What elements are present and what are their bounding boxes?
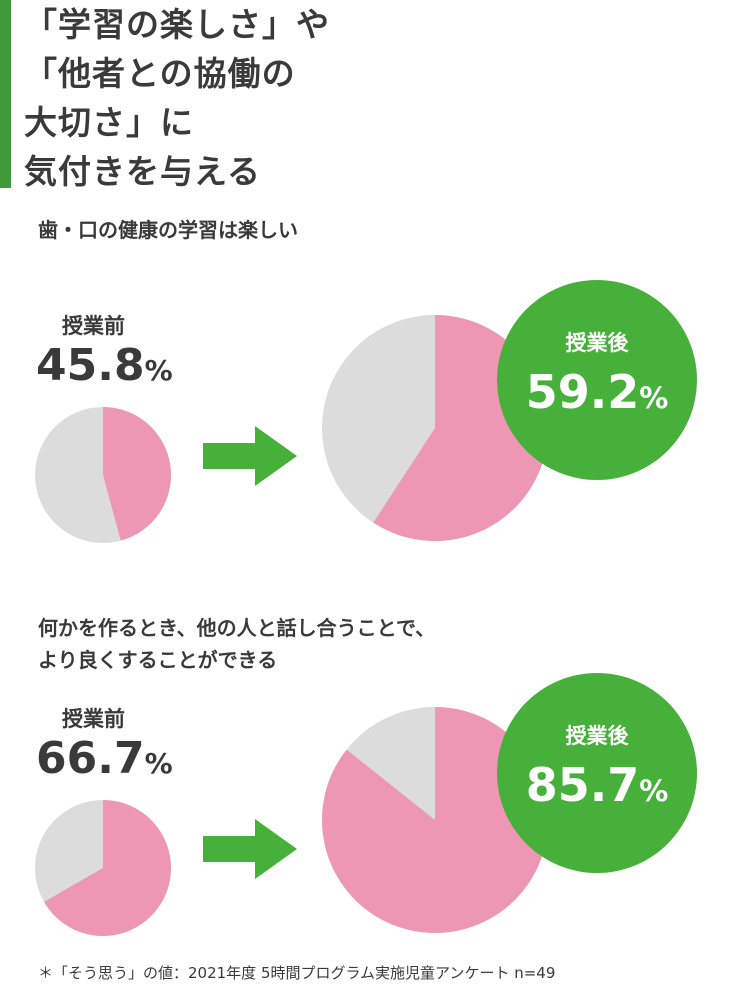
question-2-title: 何かを作るとき、他の人と話し合うことで、 より良くすることができる	[38, 612, 435, 676]
after-label: 授業後	[566, 724, 630, 748]
question-2-title-line: より良くすることができる	[38, 648, 278, 672]
before-pie-slice-yes	[44, 800, 171, 936]
arrow-icon	[203, 426, 297, 486]
after-value: 59.2%	[526, 365, 669, 419]
headline: 「学習の楽しさ」や 「他者との協働の 大切さ」に 気付きを与える	[24, 0, 330, 196]
after-value-number: 85.7	[526, 758, 640, 812]
after-badge	[497, 673, 697, 873]
after-value: 85.7%	[526, 758, 669, 812]
percent-sign: %	[144, 354, 173, 387]
before-label: 授業前	[62, 314, 125, 338]
headline-line: 気付きを与える	[24, 152, 262, 191]
percent-sign: %	[639, 381, 668, 415]
percent-sign: %	[639, 774, 668, 808]
before-label: 授業前	[62, 707, 125, 731]
after-pie-slice-yes	[322, 707, 549, 933]
headline-line: 大切さ」に	[24, 103, 194, 142]
headline-accent-bar	[0, 0, 11, 188]
headline-line: 「他者との協働の	[24, 54, 296, 93]
before-value-number: 66.7	[36, 733, 145, 784]
after-label: 授業後	[566, 331, 630, 355]
footnote: ＊「そう思う」の値：2021年度 5時間プログラム実施児童アンケート n=49	[38, 964, 556, 982]
arrow-icon	[203, 819, 297, 879]
question-2-title-line: 何かを作るとき、他の人と話し合うことで、	[38, 616, 436, 640]
after-badge	[497, 280, 697, 480]
before-value-number: 45.8	[36, 340, 145, 391]
headline-line: 「学習の楽しさ」や	[24, 5, 330, 44]
before-pie-slice-yes	[103, 407, 171, 541]
question-1-title: 歯・口の健康の学習は楽しい	[38, 218, 298, 242]
before-value: 45.8%	[36, 340, 173, 391]
before-value: 66.7%	[36, 733, 173, 784]
after-value-number: 59.2	[526, 365, 640, 419]
percent-sign: %	[144, 747, 173, 780]
